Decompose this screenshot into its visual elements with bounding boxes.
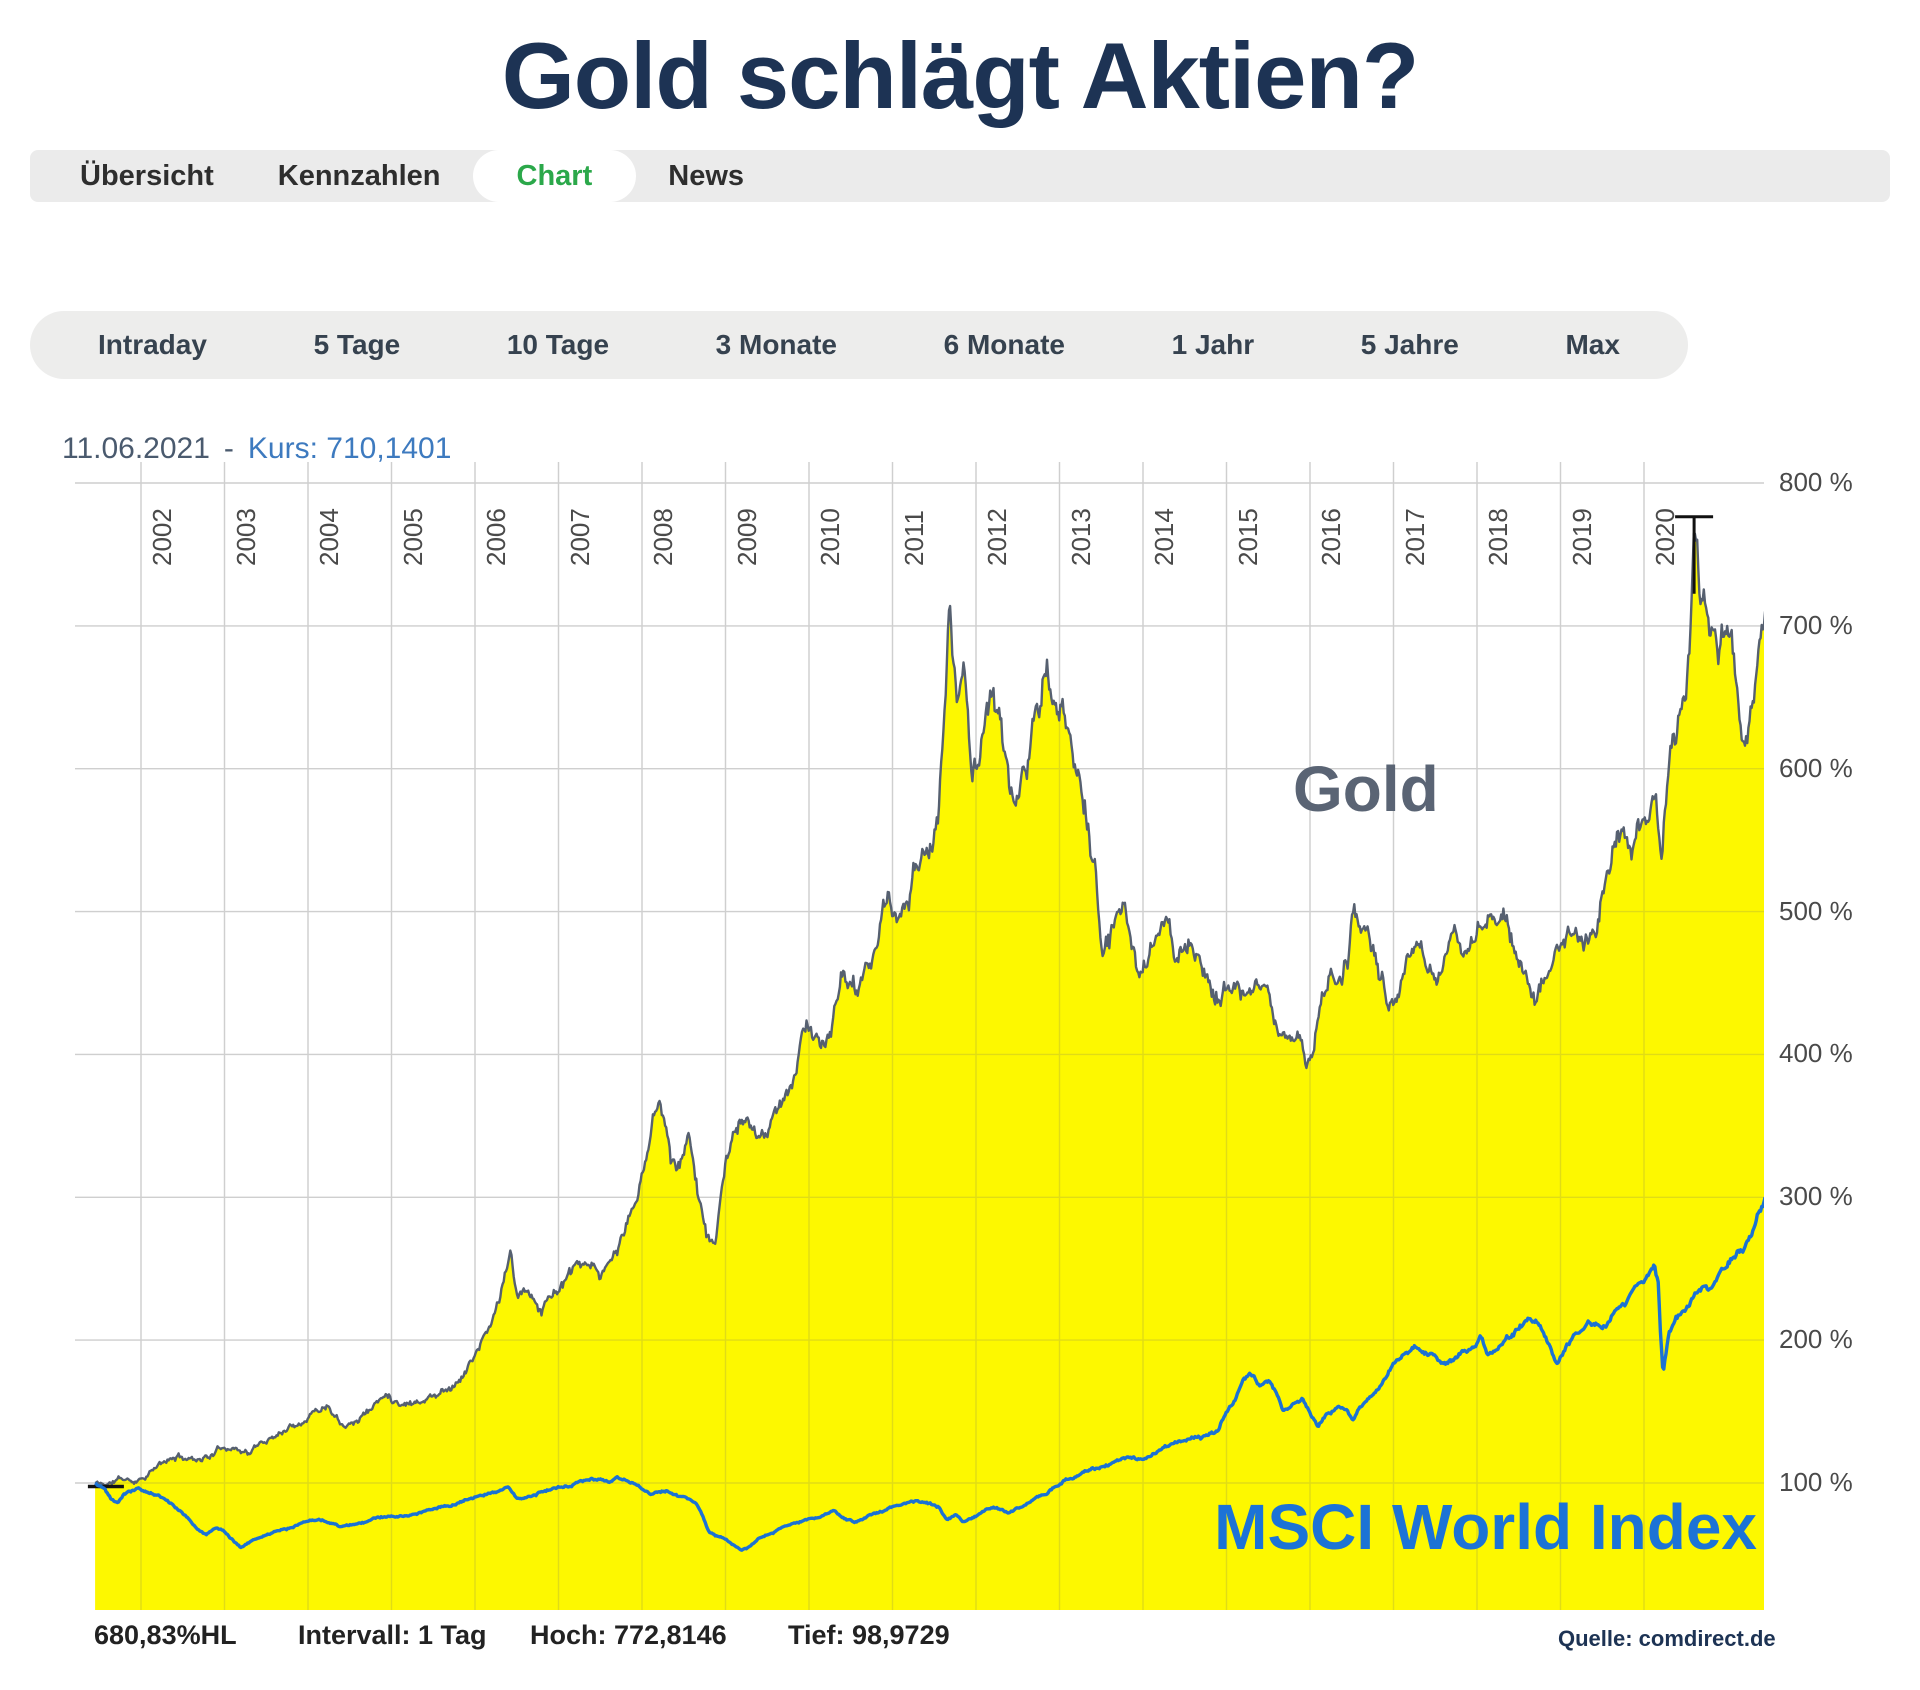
y-axis-label: 400 % (1779, 1038, 1853, 1069)
source-credit: Quelle: comdirect.de (1558, 1626, 1776, 1651)
x-axis-label: 2020 (1650, 508, 1680, 566)
x-axis-label: 2009 (731, 508, 762, 566)
y-axis-label: 700 % (1779, 609, 1853, 640)
msci-series-label: MSCI World Index (1214, 1491, 1757, 1563)
tab-kennzahlen[interactable]: Kennzahlen (277, 159, 441, 192)
range-bar: Intraday 5 Tage 10 Tage 3 Monate 6 Monat… (30, 311, 1688, 379)
range-intraday[interactable]: Intraday (98, 329, 207, 360)
gold-series-label: Gold (1293, 753, 1439, 825)
x-axis-label: 2014 (1149, 508, 1179, 566)
tab-bar: Übersicht Kennzahlen Chart News (30, 150, 1890, 202)
quote-separator: - (223, 432, 234, 465)
y-axis-label: 200 % (1779, 1324, 1853, 1355)
range-6-monate[interactable]: 6 Monate (943, 329, 1065, 360)
tab-chart[interactable]: Chart (472, 150, 637, 202)
x-axis-label: 2017 (1399, 508, 1430, 566)
x-axis-label: 2016 (1316, 508, 1346, 566)
y-axis-label: 100 % (1779, 1467, 1853, 1497)
x-axis-label: 2008 (648, 508, 678, 566)
range-3-monate[interactable]: 3 Monate (715, 329, 837, 360)
x-axis-label: 2013 (1065, 508, 1096, 566)
page-title: Gold schlägt Aktien? (501, 23, 1420, 128)
range-1-jahr[interactable]: 1 Jahr (1171, 329, 1255, 360)
x-axis-label: 2012 (982, 508, 1012, 566)
chart-svg (75, 462, 1767, 1610)
range-5-tage[interactable]: 5 Tage (313, 329, 401, 360)
footer-change: 680,83%HL (94, 1620, 237, 1650)
x-axis-label: 2019 (1566, 508, 1597, 566)
tab-uebersicht[interactable]: Übersicht (80, 159, 214, 192)
chart-canvas[interactable] (75, 462, 1767, 1610)
range-max[interactable]: Max (1565, 329, 1620, 360)
y-axis-label: 500 % (1779, 895, 1853, 926)
quote-kurs: Kurs: 710,1401 (247, 432, 452, 465)
x-axis-label: 2004 (314, 508, 344, 566)
x-axis-label: 2018 (1483, 508, 1513, 566)
footer-interval: Intervall: 1 Tag (298, 1620, 487, 1650)
x-axis-label: 2006 (481, 508, 511, 566)
quote-line: 11.06.2021- Kurs: 710,1401 (62, 432, 451, 466)
y-axis-label: 800 % (1779, 467, 1853, 497)
x-axis-label: 2005 (397, 508, 428, 566)
footer-low: Tief: 98,9729 (788, 1620, 950, 1650)
y-axis-label: 600 % (1779, 752, 1853, 783)
footer-high: Hoch: 772,8146 (530, 1620, 727, 1650)
x-axis-label: 2015 (1232, 508, 1263, 566)
x-axis-label: 2007 (564, 508, 595, 566)
x-axis-label: 2003 (230, 508, 261, 566)
range-10-tage[interactable]: 10 Tage (506, 329, 610, 360)
range-5-jahre[interactable]: 5 Jahre (1360, 329, 1459, 360)
x-axis-label: 2010 (815, 508, 845, 566)
quote-date: 11.06.2021 (62, 432, 210, 465)
tab-news[interactable]: News (668, 159, 745, 192)
x-axis-label: 2002 (147, 508, 177, 566)
x-axis-label: 2011 (898, 510, 929, 566)
y-axis-label: 300 % (1779, 1181, 1853, 1212)
